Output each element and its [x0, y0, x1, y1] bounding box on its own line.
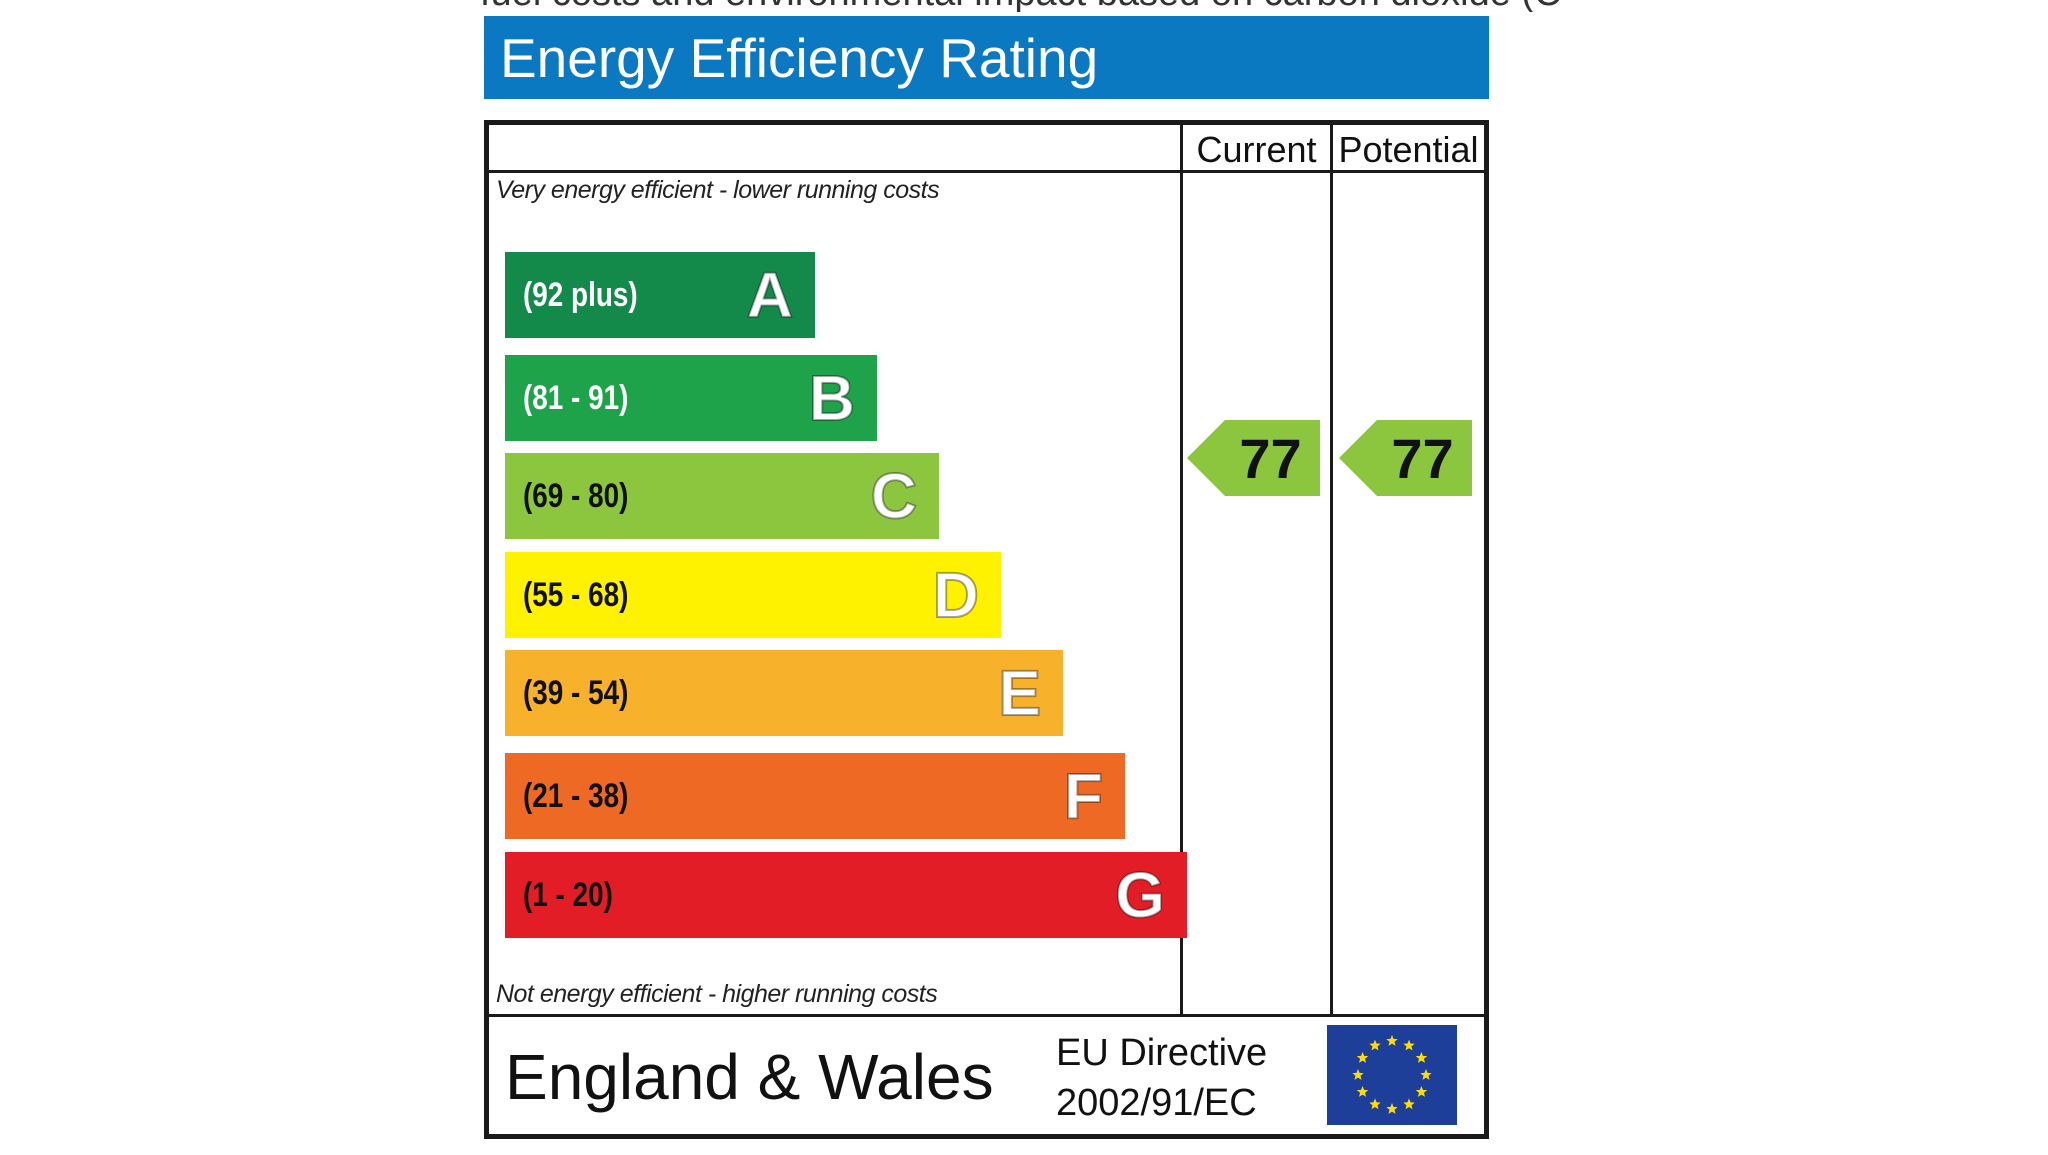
band-range-b: (81 - 91)	[523, 379, 629, 417]
band-range-e: (39 - 54)	[523, 674, 629, 712]
band-c: (69 - 80) C	[505, 453, 939, 539]
eu-star-icon	[1403, 1098, 1415, 1110]
directive-line-2: 2002/91/EC	[1056, 1082, 1257, 1124]
band-range-f: (21 - 38)	[523, 777, 629, 815]
eu-star-icon	[1415, 1052, 1428, 1063]
band-letter-a: A	[746, 258, 794, 332]
band-letter-c: C	[870, 459, 918, 533]
band-range-a: (92 plus)	[523, 276, 638, 314]
band-b: (81 - 91) B	[505, 355, 877, 441]
eu-flag-icon	[1327, 1025, 1457, 1125]
band-letter-e: E	[997, 656, 1042, 730]
band-letter-b: B	[808, 361, 856, 435]
eu-star-icon	[1386, 1103, 1398, 1114]
eu-star-icon	[1356, 1086, 1369, 1097]
band-d: (55 - 68) D	[505, 552, 1001, 638]
rating-frame	[484, 120, 1489, 1139]
band-range-g: (1 - 20)	[523, 876, 613, 914]
title-bar: Energy Efficiency Rating	[484, 16, 1489, 99]
footer-divider	[484, 1014, 1489, 1017]
band-e: (39 - 54) E	[505, 650, 1063, 736]
top-note: Very energy efficient - lower running co…	[496, 176, 940, 204]
column-divider-potential	[1330, 120, 1333, 1017]
band-range-d: (55 - 68)	[523, 576, 629, 614]
eu-star-icon	[1420, 1069, 1432, 1080]
bottom-note: Not energy efficient - higher running co…	[496, 980, 938, 1008]
eu-star-icon	[1369, 1098, 1381, 1110]
eu-star-icon	[1352, 1069, 1364, 1080]
cut-off-heading-text: fuel costs and environmental impact base…	[480, 0, 1710, 12]
band-letter-d: D	[932, 558, 980, 632]
eu-star-icon	[1356, 1052, 1369, 1063]
eu-star-icon	[1403, 1039, 1415, 1051]
column-header-potential: Potential	[1338, 129, 1479, 170]
band-f: (21 - 38) F	[505, 753, 1125, 839]
band-letter-f: F	[1063, 759, 1104, 833]
directive-line-1: EU Directive	[1056, 1032, 1268, 1074]
band-a: (92 plus) A	[505, 252, 815, 338]
band-letter-g: G	[1114, 858, 1166, 932]
eu-star-icon	[1386, 1035, 1398, 1046]
column-header-current: Current	[1196, 129, 1317, 170]
band-range-c: (69 - 80)	[523, 477, 629, 515]
eu-star-icon	[1415, 1086, 1428, 1097]
eu-star-icon	[1369, 1039, 1381, 1051]
chart-title: Energy Efficiency Rating	[500, 27, 1099, 89]
header-divider	[484, 170, 1489, 173]
footer-directive: EU Directive 2002/91/EC	[1056, 1028, 1267, 1128]
footer-region: England & Wales	[505, 1041, 994, 1113]
band-g: (1 - 20) G	[505, 852, 1187, 938]
column-divider-current	[1180, 120, 1183, 1017]
